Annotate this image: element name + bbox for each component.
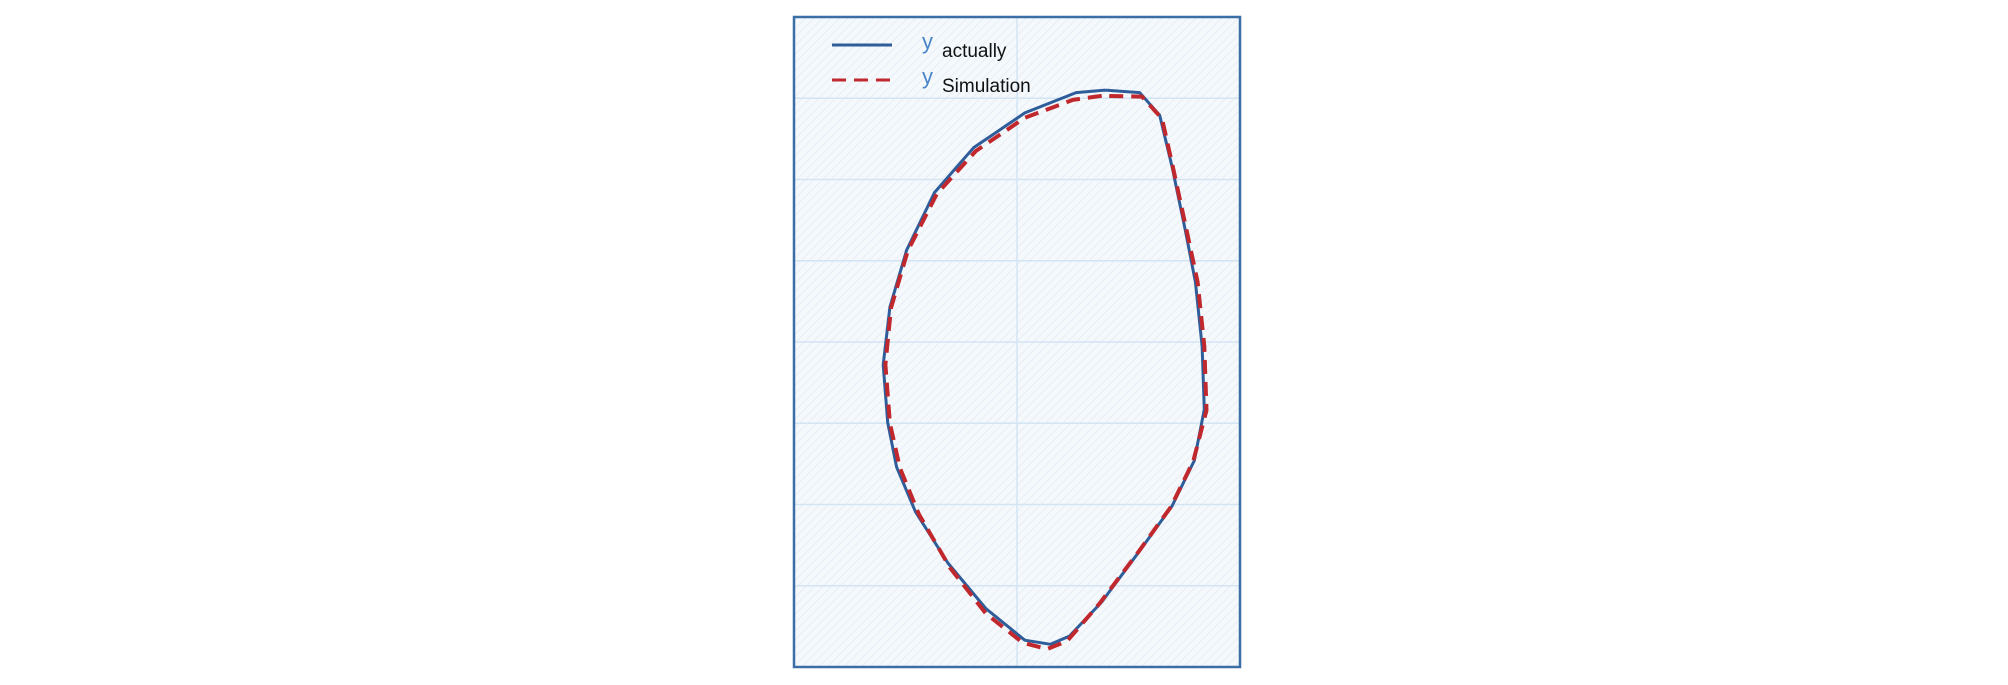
plot-border <box>792 15 1242 669</box>
legend-label: y <box>922 64 933 89</box>
legend-label: y <box>922 29 933 54</box>
legend-subscript: actually <box>942 41 1007 62</box>
legend-subscript: Simulation <box>942 76 1031 97</box>
series-line <box>883 93 1209 652</box>
